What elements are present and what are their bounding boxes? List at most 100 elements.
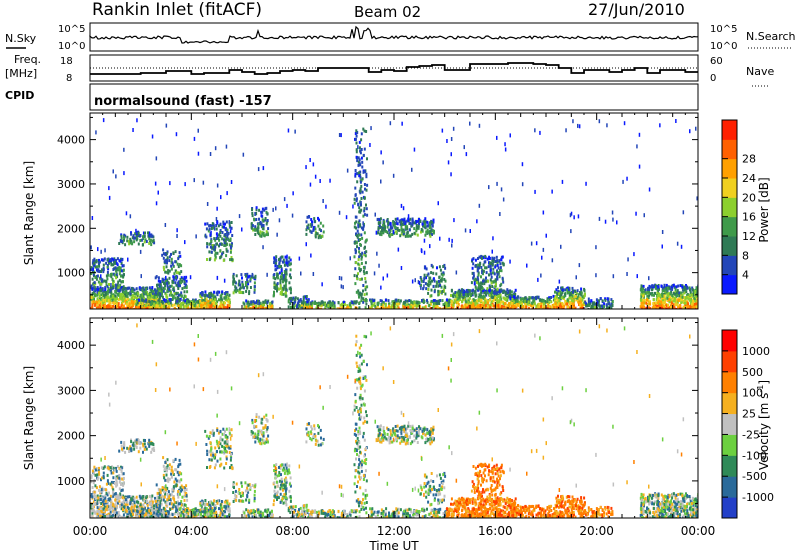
power-cell [560,305,563,309]
power-cell [477,306,479,309]
power-cell [209,224,212,227]
power-cell [238,279,241,283]
power-cell [357,272,359,276]
power-cell [113,295,116,299]
power-cell [332,306,335,309]
power-cell [161,301,164,305]
power-cell [183,280,186,284]
power-cell [140,306,143,309]
power-cell [430,222,433,226]
power-cell [685,296,688,300]
power-cell [688,293,691,297]
power-cell [170,291,172,295]
power-cell [535,305,538,309]
power-cell [669,296,672,300]
power-cell [211,222,214,226]
power-cell [488,288,491,292]
power-cell-sparse [210,230,212,235]
power-cell [285,258,288,262]
power-cell-sparse [272,207,274,212]
power-cell [259,303,262,307]
power-cell [499,293,502,297]
power-cell [451,304,453,307]
power-cell [186,300,188,304]
power-cell [540,304,542,308]
power-cell [144,238,147,242]
power-cell [662,286,665,290]
power-cell [112,258,115,262]
power-cell [206,258,208,261]
power-cell [222,222,225,226]
power-cell [672,283,675,287]
power-cell [264,218,267,222]
power-cell [171,279,174,283]
power-cell [210,292,213,296]
power-cell [597,303,600,307]
power-cell [564,288,567,292]
power-cell [458,293,461,297]
power-cell [437,299,440,303]
power-cell [426,228,429,232]
power-cell [200,301,203,305]
power-cell [355,141,358,145]
power-cell [166,278,169,282]
power-cell [318,218,320,222]
power-cell [430,263,433,267]
power-cell [168,293,171,297]
power-cell [307,223,310,227]
power-cell [665,304,668,308]
power-cell [679,307,681,309]
power-cell [685,290,688,294]
power-cell [297,301,300,305]
power-cell [418,305,421,308]
power-cell [145,300,148,304]
power-cell [349,303,351,307]
power-cell [228,224,231,228]
power-cell [197,303,200,307]
power-cell [107,305,110,309]
power-cell [91,277,94,281]
power-cell [113,284,116,288]
power-cell [222,303,225,307]
power-cell [423,277,426,281]
power-cell [527,300,530,304]
power-cell [137,292,140,296]
power-cell [562,296,565,300]
power-cell [446,298,448,302]
power-cell [308,305,311,309]
power-cell [393,300,396,304]
power-cell-sparse [108,195,111,200]
power-cell [337,301,340,304]
power-cell [327,304,330,308]
power-cell [319,235,322,239]
power-cell [150,303,152,306]
power-cell [357,160,360,164]
power-cell [438,302,441,305]
power-cell [437,284,440,288]
power-cell [421,306,424,309]
power-cell [411,222,414,226]
power-cell [424,233,427,237]
power-cell [103,295,106,299]
power-cell [427,272,430,276]
power-cell [364,261,367,265]
power-cell [311,301,314,305]
power-cell [119,259,122,263]
power-cell [183,294,186,298]
power-cell [219,256,222,259]
power-cell [226,306,229,309]
power-cell [263,234,266,238]
power-cell [223,301,225,305]
power-cell [192,302,195,306]
power-cell [671,294,674,298]
power-cell [649,306,652,309]
power-cell [478,255,481,259]
power-cell [135,296,138,300]
power-cell [429,302,432,306]
power-cell [588,300,590,304]
power-cell [219,229,222,232]
power-cell [586,304,589,308]
power-cell [528,303,531,307]
power-cell [118,306,121,309]
power-cell [153,304,156,308]
